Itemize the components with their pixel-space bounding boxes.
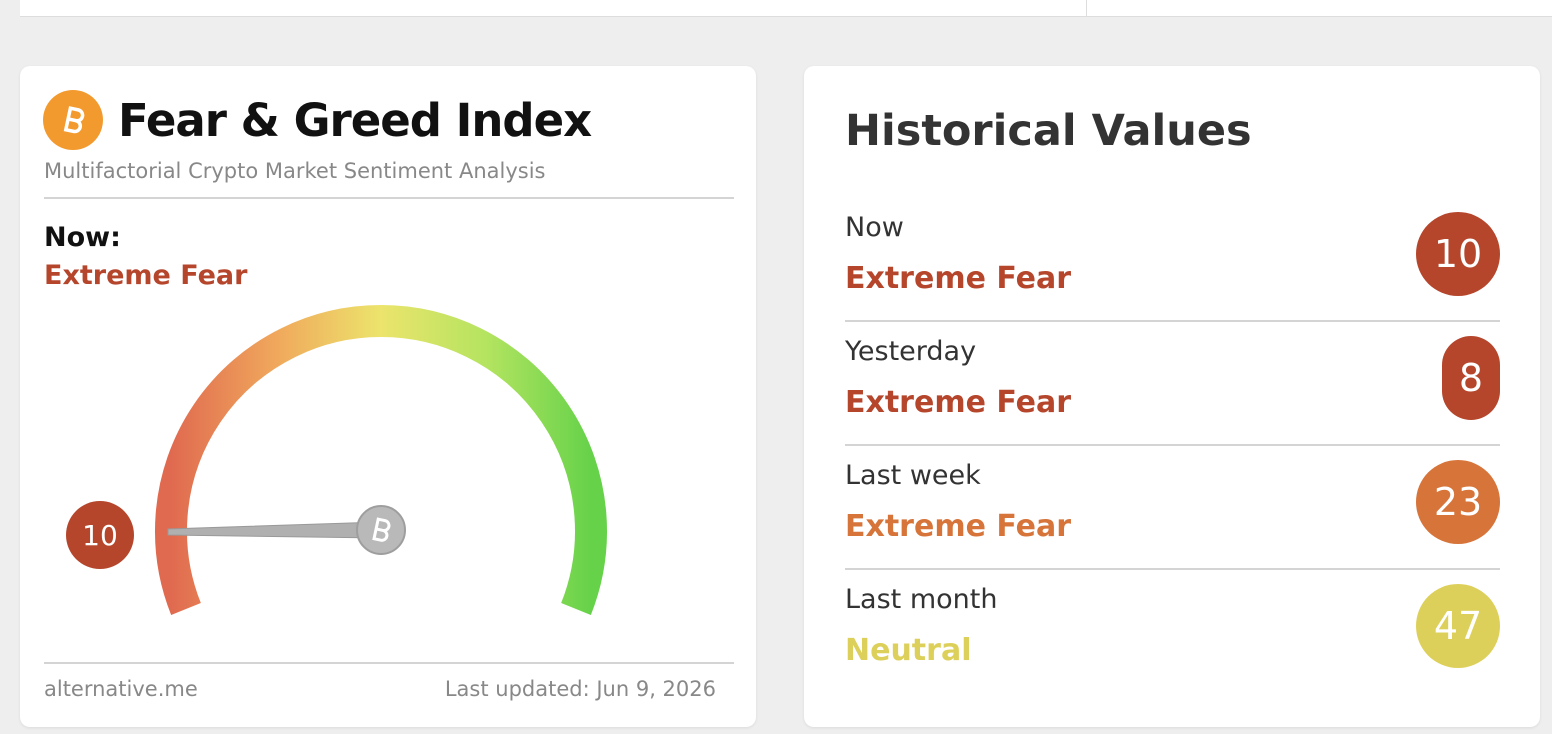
subtitle: Multifactorial Crypto Market Sentiment A… bbox=[44, 159, 546, 183]
hub-glyph bbox=[372, 517, 391, 542]
value-badge: 23 bbox=[1416, 460, 1500, 544]
row-divider bbox=[845, 320, 1500, 322]
footer-divider bbox=[44, 662, 734, 664]
divider bbox=[44, 197, 734, 199]
now-value: 10 bbox=[82, 518, 118, 552]
value-badge: 8 bbox=[1442, 336, 1500, 420]
row-divider bbox=[845, 444, 1500, 446]
row-status: Neutral bbox=[845, 633, 972, 668]
top-divider bbox=[1086, 0, 1087, 16]
row-status: Extreme Fear bbox=[845, 261, 1072, 296]
gauge bbox=[155, 305, 607, 615]
row-divider bbox=[845, 568, 1500, 570]
gauge-needle bbox=[167, 521, 382, 539]
value-badge: 10 bbox=[1416, 212, 1500, 296]
now-status: Extreme Fear bbox=[44, 260, 248, 291]
row-label: Yesterday bbox=[845, 336, 977, 367]
gauge-arc bbox=[155, 305, 607, 615]
top-strip bbox=[20, 0, 1552, 17]
source: alternative.me bbox=[44, 677, 198, 701]
row-status: Extreme Fear bbox=[845, 385, 1072, 420]
row-label: Now bbox=[845, 212, 904, 243]
row-label: Last week bbox=[845, 460, 981, 491]
now-value-badge: 10 bbox=[66, 501, 134, 569]
bitcoin-icon bbox=[43, 90, 103, 150]
icon-glyph bbox=[63, 106, 85, 134]
now-label: Now: bbox=[44, 222, 121, 253]
row-value: 10 bbox=[1433, 232, 1483, 276]
row-value: 8 bbox=[1458, 356, 1484, 400]
row-value: 23 bbox=[1433, 480, 1483, 524]
row-value: 47 bbox=[1433, 604, 1483, 648]
history-title: Historical Values bbox=[845, 106, 1252, 156]
value-badge: 47 bbox=[1416, 584, 1500, 668]
last-updated: Last updated: Jun 9, 2026 bbox=[444, 677, 716, 701]
row-label: Last month bbox=[845, 584, 998, 615]
index-card bbox=[20, 66, 756, 727]
row-status: Extreme Fear bbox=[845, 509, 1072, 544]
title: Fear & Greed Index bbox=[118, 94, 592, 147]
